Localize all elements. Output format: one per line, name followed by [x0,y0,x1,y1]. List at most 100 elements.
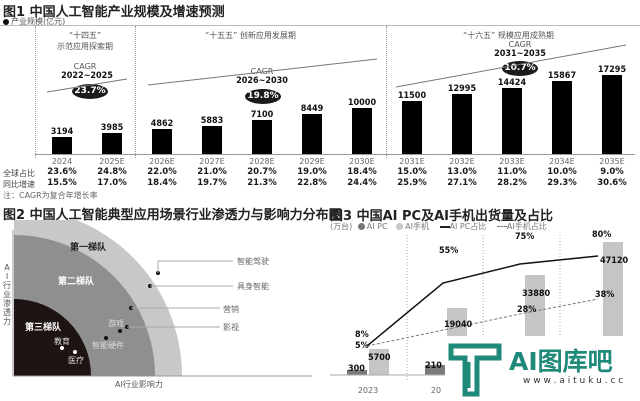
bar-value: 210 [425,361,442,371]
cagr-2-value: 19.8% [245,89,281,104]
yoy-value: 24.4% [347,178,377,188]
fig1-note: 注：CAGR为复合年增长率 [3,191,98,200]
inner-label: 游戏 [108,319,124,328]
bar-2026E [152,129,172,154]
tier-3-label: 第三梯队 [25,323,62,333]
year-label: 2029E [299,157,325,166]
yoy-value: 22.8% [297,178,327,188]
ai-pc-swatch-icon [357,223,365,230]
period-separator [35,26,36,158]
yoy-value: 17.0% [97,178,127,188]
legend-ai-pc: AI PC [366,222,388,231]
fig2-tier-diagram [12,220,312,377]
yoy-value: 28.2% [497,178,527,188]
period-2-name: “十五五” 创新应用发展期 [205,31,296,40]
fig3-title: 图3 中国AI PC及AI手机出货量及占比 [330,209,553,224]
legend-ai-phone-share: AI手机占比 [506,222,547,231]
year-label: 20 [430,386,442,395]
year-label: 2033E [499,157,525,166]
pc-share-label: 75% [515,232,535,242]
bar-value: 5700 [368,353,391,363]
fig2-title: 图2 中国人工智能典型应用场景行业渗透力与影响力分布图 [3,208,342,223]
bar-value: 10000 [347,98,377,108]
callout-label: 影视 [223,323,239,332]
dashed-line-icon [496,226,507,227]
bar-value: 11500 [397,91,427,101]
legend-bullet-icon [3,18,9,25]
bar-value: 4862 [150,119,174,129]
global-share-value: 22.0% [147,167,177,177]
ai-phone-swatch-icon [396,223,404,230]
period-1-desc: 示范应用探索期 [57,42,113,51]
fig1-legend-label: 产业规模(亿元) [11,17,66,26]
yoy-value: 21.3% [247,178,277,188]
global-share-value: 9.0% [600,167,624,177]
bar-2032E [452,94,472,154]
year-label: 2030E [349,157,375,166]
inner-label: 医疗 [68,356,84,365]
year-label: 2034E [549,157,575,166]
fig3-legend: (万台) AI PC AI手机 AI PC占比 AI手机占比 [330,221,547,232]
bar-value: 7100 [250,110,274,120]
bar-2024 [52,137,72,154]
cagr-3-years: 2031~2035 [494,49,546,59]
bar-value: 14424 [497,78,527,88]
row-label-yoy: 同比增速 [3,180,35,189]
bar-value: 33880 [522,289,551,299]
year-label: 2028E [249,157,275,166]
yoy-value: 25.9% [397,178,427,188]
pc-share-label: 5% [355,341,369,351]
fig1-baseline [35,154,635,155]
bar-value: 47120 [600,256,629,266]
global-share-value: 24.8% [97,167,127,177]
watermark: AI图库吧 w w w . a i t u k u . c c [445,336,640,401]
bar-value: 17295 [597,65,627,75]
watermark-brand: AI图库吧 [509,347,613,376]
yoy-value: 19.7% [197,178,227,188]
unit-label: (万台) [330,222,353,231]
bar-value: 8449 [300,104,324,114]
bar-2030E [352,108,372,154]
global-share-value: 20.7% [247,167,277,177]
global-share-value: 19.0% [297,167,327,177]
callout-label: 智能驾驶 [237,257,269,266]
period-separator [135,26,136,158]
phone-share-label: 8% [355,330,369,340]
bar-value: 19040 [444,320,473,330]
year-label: 2023 [357,386,379,395]
tier-2-label: 第二梯队 [58,277,95,287]
fig1-top-rule [0,25,640,26]
bar-2034E [552,81,572,154]
bar-2027E [202,126,222,154]
bar-2025E [102,133,122,154]
legend-ai-pc-share: AI PC占比 [449,222,487,231]
cagr-1-label: CAGR [73,62,97,71]
callout-label: 营销 [223,305,239,314]
pc-share-label: 55% [439,246,459,256]
pc-share-label: 80% [592,230,612,240]
bar-value: 12995 [447,84,477,94]
fig1-legend: 产业规模(亿元) [3,16,65,27]
global-share-value: 18.4% [347,167,377,177]
bar-value: 15867 [547,71,577,81]
bar-2029E [302,114,322,154]
period-3-name: “十六五” 规模应用成熟期 [463,31,554,40]
cagr-3-value: 10.7% [502,61,538,76]
global-share-value: 11.0% [497,167,527,177]
bar-2031E [402,101,422,154]
year-label: 2024 [51,157,73,166]
year-label: 2031E [399,157,425,166]
global-share-value: 15.0% [397,167,427,177]
cagr-3-label: CAGR [508,40,532,49]
inner-label: 智能硬件 [92,341,124,350]
bar-value: 3985 [100,123,124,133]
cagr-1-years: 2022~2025 [61,71,113,81]
inner-label: 教育 [54,337,70,346]
bar-value: 3194 [50,127,74,137]
year-label: 2035E [599,157,625,166]
row-label-global-share: 全球占比 [3,169,35,178]
cagr-2-label: CAGR [250,67,274,76]
yoy-value: 30.6% [597,178,627,188]
yoy-value: 27.1% [447,178,477,188]
